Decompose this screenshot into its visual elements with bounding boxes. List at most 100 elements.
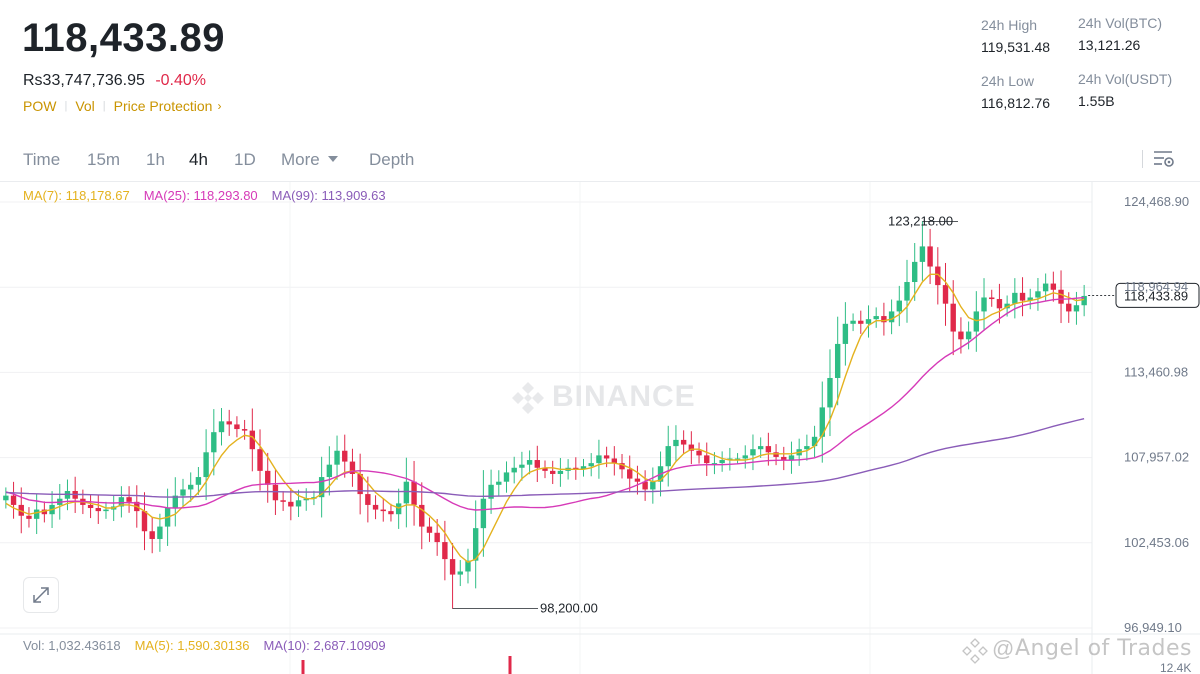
author-watermark-at: @	[992, 636, 1015, 661]
candle-body	[95, 508, 101, 512]
candle-body	[41, 509, 48, 515]
tag-pow[interactable]: POW	[23, 98, 57, 114]
price-tick-label: 124,468.90	[1124, 194, 1189, 209]
candle-body	[288, 501, 294, 507]
candle-body	[257, 449, 263, 471]
tag-separator: |	[64, 100, 68, 112]
interval-time[interactable]: Time	[23, 150, 61, 169]
candle-body	[942, 285, 949, 304]
candle-body	[241, 429, 248, 431]
candle-body	[234, 424, 240, 430]
current-price-label: 118,433.89	[1124, 288, 1188, 303]
interval-1h[interactable]: 1h	[146, 150, 165, 169]
candle-body	[519, 464, 525, 468]
interval-more[interactable]: More	[281, 150, 339, 170]
candlestick-chart[interactable]: BINANCE 123,218.00 98,200.00 118,433.89 12…	[0, 182, 1200, 674]
stat-label: 24h Vol(BTC)	[1078, 15, 1163, 31]
candle-body	[1042, 283, 1049, 292]
tag-price-protection[interactable]: Price Protection	[113, 98, 213, 114]
candle-body	[1081, 295, 1087, 306]
candle-body	[865, 319, 872, 324]
candle-body	[26, 515, 32, 519]
candle-body	[912, 261, 918, 283]
candle-body	[365, 494, 371, 505]
candle-body	[642, 481, 648, 490]
candle-body	[650, 481, 656, 490]
candle-body	[526, 460, 533, 465]
binance-watermark: BINANCE	[512, 380, 696, 414]
candle-body	[449, 559, 456, 575]
candle-body	[303, 498, 309, 501]
grid-layer	[0, 182, 1200, 674]
candle-body	[542, 467, 548, 471]
candle-body	[757, 446, 764, 450]
ma-legend: MA(7): 118,178.67 MA(25): 118,293.80 MA(…	[23, 188, 386, 203]
toolbar-bottom-divider	[0, 181, 1200, 182]
change-percent: -0.40%	[155, 72, 207, 89]
candle-body	[395, 503, 402, 515]
low-annotation: 98,200.00	[540, 601, 598, 616]
candle-body	[226, 421, 232, 425]
tag-vol[interactable]: Vol	[75, 98, 95, 114]
candle-body	[272, 484, 279, 501]
stat-label: 24h Low	[981, 73, 1034, 89]
candle-body	[881, 316, 887, 323]
chart-settings-icon[interactable]	[1152, 148, 1176, 170]
candle-body	[326, 464, 333, 478]
binance-watermark-text: BINANCE	[552, 380, 696, 413]
vol-ma5-legend: MA(5): 1,590.30136	[134, 638, 250, 653]
ma7-line	[5, 273, 1085, 564]
candle-body	[534, 460, 540, 468]
candle-body	[488, 484, 494, 499]
candle-body	[619, 463, 625, 470]
candle-body	[1073, 305, 1080, 312]
interval-1d[interactable]: 1D	[234, 150, 256, 169]
candle-body	[87, 504, 94, 509]
candle-body	[781, 456, 787, 461]
moving-average-layer	[5, 273, 1085, 564]
stat-value: 13,121.26	[1078, 37, 1141, 53]
candle-body	[457, 571, 463, 575]
vol-ma10-legend: MA(10): 2,687.10909	[263, 638, 386, 653]
candle-body	[265, 470, 271, 485]
candle-body	[811, 436, 818, 447]
candle-body	[580, 466, 587, 470]
candle-body	[858, 320, 864, 324]
candle-body	[103, 509, 109, 512]
fullscreen-button[interactable]	[23, 577, 59, 613]
candle-body	[688, 444, 695, 451]
candle-body	[834, 343, 841, 378]
interval-depth[interactable]: Depth	[369, 150, 415, 169]
chevron-right-icon[interactable]: ›	[217, 99, 222, 113]
price-tick-label: 113,460.98	[1124, 364, 1188, 379]
ma99-line	[5, 418, 1085, 498]
candle-body	[765, 446, 772, 453]
toolbar-divider	[1142, 150, 1143, 168]
chart-canvas[interactable]: BINANCE 123,218.00 98,200.00 118,433.89 12…	[0, 182, 1200, 674]
ma25-line	[5, 296, 1085, 511]
annotation-layer: 123,218.00 98,200.00 118,433.89	[452, 213, 1200, 616]
ma7-legend: MA(7): 118,178.67	[23, 188, 130, 203]
candle-body	[249, 430, 256, 450]
candle-body	[157, 526, 163, 539]
candle-body	[634, 478, 641, 482]
candle-body	[1050, 283, 1057, 290]
candle-body	[149, 531, 155, 539]
candle-body	[203, 452, 209, 478]
candle-body	[950, 303, 956, 332]
price-tick-label: 96,949.10	[1124, 620, 1182, 635]
interval-4h[interactable]: 4h	[189, 150, 208, 169]
stat-24h-vol-usdt: 24h Vol(USDT) 1.55B	[1078, 71, 1172, 109]
volume-bar	[301, 660, 305, 674]
high-annotation: 123,218.00	[888, 213, 953, 228]
candle-body	[380, 509, 386, 512]
candle-body	[704, 455, 710, 464]
candle-body	[33, 509, 40, 519]
candle-body	[349, 461, 356, 474]
candle-body	[1058, 289, 1064, 304]
interval-15m[interactable]: 15m	[87, 150, 121, 169]
fiat-price-row: Rs33,747,736.95 -0.40%	[23, 72, 206, 90]
stat-24h-low: 24h Low 116,812.76	[981, 73, 1050, 111]
candle-body	[842, 323, 849, 344]
candle-body	[10, 495, 17, 505]
